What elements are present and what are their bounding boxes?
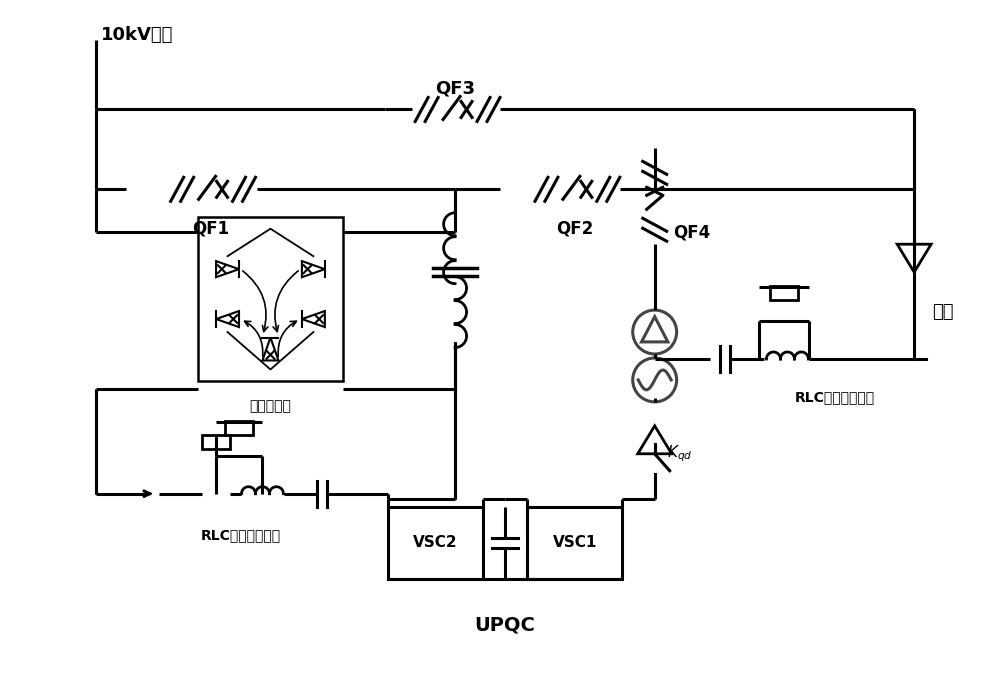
Text: VSC1: VSC1: [553, 535, 597, 550]
Bar: [527, 507, 622, 579]
Bar: [388, 507, 483, 579]
Bar: [225, 421, 253, 435]
Text: QF3: QF3: [435, 80, 475, 97]
Bar: [202, 435, 230, 449]
Bar: [198, 217, 343, 382]
Text: QF1: QF1: [192, 219, 229, 237]
Text: 旁路晶闸管: 旁路晶闸管: [250, 399, 291, 414]
Text: QF2: QF2: [556, 219, 593, 237]
Text: RLC谐振滤波支路: RLC谐振滤波支路: [794, 390, 874, 404]
Text: RLC谐振滤波支路: RLC谐振滤波支路: [200, 529, 281, 543]
Bar: [770, 286, 798, 300]
Text: UPQC: UPQC: [475, 616, 535, 635]
Text: QF4: QF4: [673, 223, 710, 242]
Text: $K_{qd}$: $K_{qd}$: [667, 443, 692, 464]
Text: 负载: 负载: [932, 303, 954, 321]
Text: 10kV馈线: 10kV馈线: [101, 26, 173, 44]
Text: VSC2: VSC2: [413, 535, 457, 550]
